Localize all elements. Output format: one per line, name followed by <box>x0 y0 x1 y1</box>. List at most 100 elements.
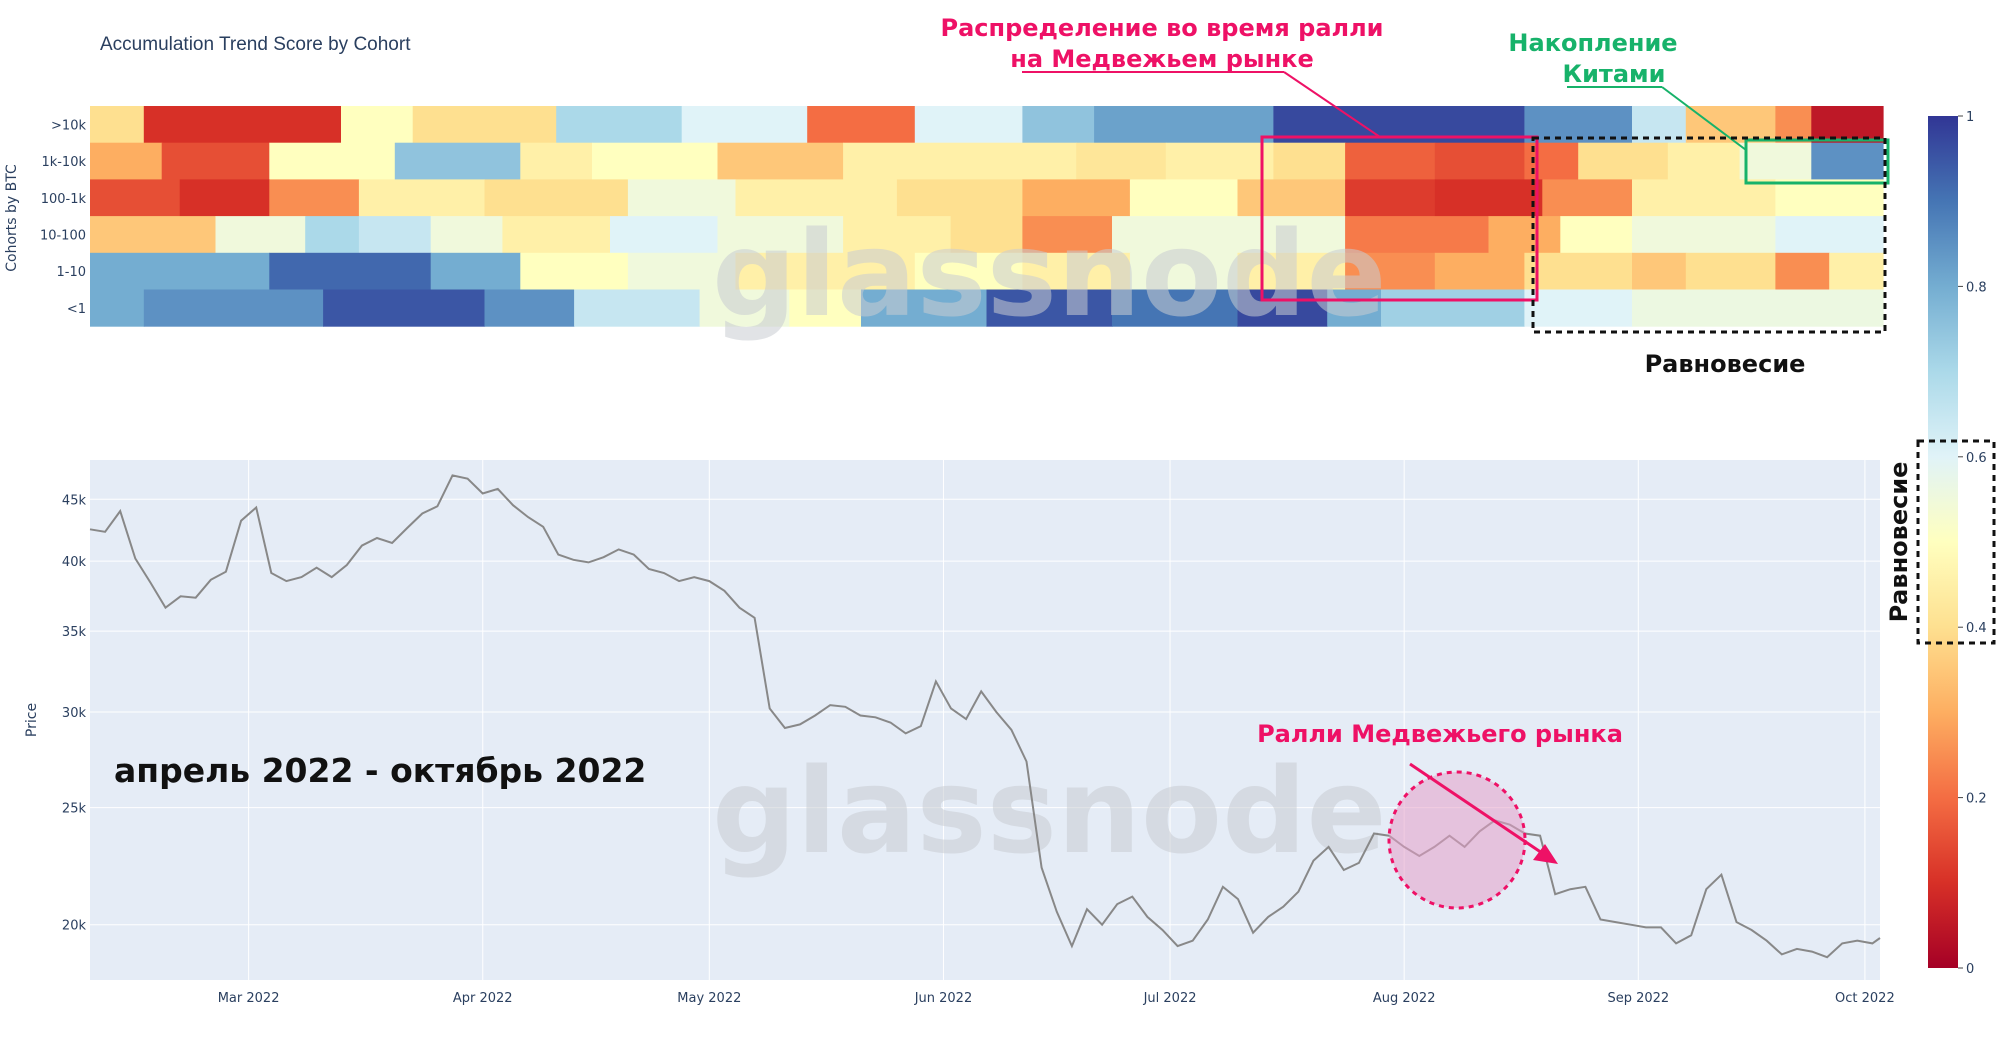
colorbar-tick-label: 0.2 <box>1966 792 1987 807</box>
heatmap-cell <box>699 289 790 327</box>
heatmap-cell <box>502 216 611 254</box>
heatmap-cell <box>843 216 952 254</box>
heatmap-cell <box>90 289 145 327</box>
heatmap-cell <box>1022 179 1131 217</box>
heatmap-cell <box>358 216 432 254</box>
heatmap-cell <box>1094 106 1274 144</box>
colorbar-tick-label: 1 <box>1966 110 1974 125</box>
rally-annotation: Ралли Медвежьего рынка <box>1257 720 1623 748</box>
heatmap-cell <box>90 179 181 217</box>
chart-title: Accumulation Trend Score by Cohort <box>100 34 411 55</box>
heatmap-cell <box>1129 179 1239 217</box>
price-x-tick-label: Oct 2022 <box>1835 991 1895 1006</box>
heatmap-row-label: 10-100 <box>40 229 86 244</box>
heatmap-cell <box>1434 142 1526 180</box>
heatmap-cell <box>717 216 844 254</box>
heatmap-cell <box>914 252 1023 290</box>
heatmap-cell <box>1488 216 1561 254</box>
heatmap <box>90 106 1884 327</box>
whales-annotation-line2: Китами <box>1563 60 1666 88</box>
heatmap-cell <box>1345 252 1436 290</box>
heatmap-row-label: 100-1k <box>41 192 87 207</box>
heatmap-cell <box>1237 252 1346 290</box>
heatmap-cell <box>1273 142 1346 180</box>
heatmap-cell <box>1524 289 1633 327</box>
price-y-tick-label: 40k <box>62 555 87 570</box>
heatmap-cell <box>1685 252 1776 290</box>
price-gridlines <box>90 460 1880 980</box>
heatmap-cell <box>269 179 360 217</box>
heatmap-cell <box>1076 142 1167 180</box>
heatmap-cell <box>896 179 1023 217</box>
heatmap-cell <box>1165 142 1274 180</box>
price-x-tick-label: Aug 2022 <box>1373 991 1436 1006</box>
heatmap-row-label: <1 <box>67 302 86 317</box>
heatmap-cell <box>1381 289 1525 327</box>
price-plot-background <box>90 460 1880 980</box>
distribution-annotation-line2: на Медвежьем рынке <box>1010 45 1313 73</box>
heatmap-cell <box>627 179 737 217</box>
heatmap-cell <box>484 179 629 217</box>
heatmap-cell <box>986 289 1113 327</box>
heatmap-cell <box>556 106 683 144</box>
price-y-axis-title: Price <box>24 703 40 737</box>
heatmap-cell <box>1327 289 1382 327</box>
equilibrium-box-colorbar <box>1916 439 1996 645</box>
equilibrium-annotation-heatmap: Равновесие <box>1645 350 1806 378</box>
rally-arrowhead <box>1533 844 1558 864</box>
heatmap-cell <box>914 106 1023 144</box>
price-y-tick-label: 25k <box>62 802 87 817</box>
price-y-tick-label: 20k <box>62 919 87 934</box>
price-x-tick-label: Jul 2022 <box>1143 991 1197 1006</box>
price-x-tick-label: Mar 2022 <box>218 991 280 1006</box>
heatmap-cell <box>1237 216 1346 254</box>
price-x-tick-label: Apr 2022 <box>453 991 513 1006</box>
heatmap-cell <box>90 142 163 180</box>
heatmap-row-label: 1-10 <box>56 265 86 280</box>
price-y-tick-label: 45k <box>62 493 87 508</box>
heatmap-cell <box>1578 142 1669 180</box>
heatmap-cell <box>843 142 1077 180</box>
equilibrium-annotation-colorbar: Равновесие <box>1885 462 1913 623</box>
colorbar-tick-label: 0.4 <box>1966 621 1987 636</box>
heatmap-row-label: >10k <box>51 118 86 133</box>
price-x-tick-label: Jun 2022 <box>914 991 973 1006</box>
heatmap-cell <box>520 252 629 290</box>
heatmap-cell <box>1775 106 1812 144</box>
heatmap-cell <box>394 142 521 180</box>
rally-circle <box>1387 770 1527 910</box>
heatmap-cell <box>1560 216 1633 254</box>
heatmap-cell <box>610 216 719 254</box>
heatmap-cell <box>627 252 737 290</box>
colorbar-tick-label: 0.8 <box>1966 280 1987 295</box>
heatmap-cell <box>1345 216 1490 254</box>
heatmap-row-label: 1k-10k <box>41 155 86 170</box>
heatmap-cell <box>90 106 145 144</box>
heatmap-cell <box>1129 252 1239 290</box>
heatmap-cell <box>1632 179 1776 217</box>
period-label: апрель 2022 - октябрь 2022 <box>114 751 646 790</box>
heatmap-cell <box>1345 179 1436 217</box>
heatmap-cell <box>1739 142 1812 180</box>
heatmap-cell <box>430 252 521 290</box>
price-line <box>89 474 1881 959</box>
heatmap-cell <box>1022 216 1113 254</box>
watermark-price: glassnode <box>712 742 1387 880</box>
heatmap-cell <box>161 142 270 180</box>
whales-box <box>1744 138 1890 185</box>
heatmap-cell <box>1524 252 1633 290</box>
colorbar-gradient <box>1928 116 1958 968</box>
heatmap-cell <box>789 289 862 327</box>
heatmap-cell <box>1112 216 1239 254</box>
price-x-tick-label: Sep 2022 <box>1607 991 1669 1006</box>
heatmap-cell <box>358 179 485 217</box>
heatmap-cell <box>717 142 844 180</box>
heatmap-cell <box>323 289 486 327</box>
heatmap-cell <box>574 289 701 327</box>
colorbar-tick-label: 0 <box>1966 962 1974 977</box>
equilibrium-box-heatmap <box>1531 136 1887 334</box>
heatmap-cell <box>484 289 575 327</box>
heatmap-cell <box>735 179 898 217</box>
heatmap-cell <box>412 106 557 144</box>
